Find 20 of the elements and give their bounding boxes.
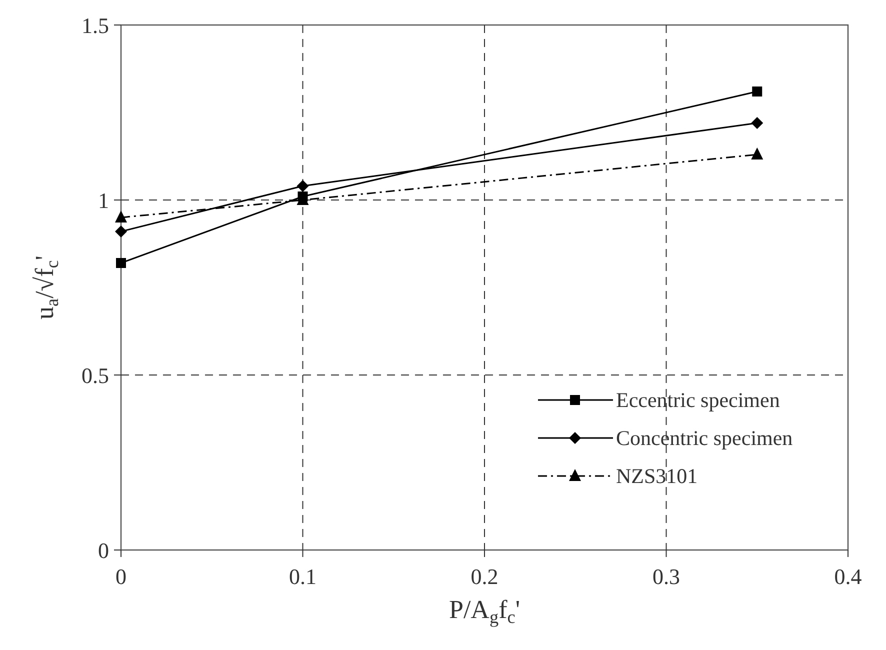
point (115, 210, 127, 222)
point (296, 180, 309, 192)
y-tick-label: 1 (98, 188, 109, 213)
y-tick-label: 0.5 (82, 363, 109, 388)
x-tick-label: 0 (116, 564, 126, 589)
x-tick-label: 0.1 (289, 564, 316, 589)
x-tick-label: 0.3 (652, 564, 680, 589)
point (751, 117, 764, 129)
x-tick-label: 0.4 (834, 564, 862, 589)
x-axis-title: P/A$_{g}$f$_{c}$' (449, 595, 520, 628)
x-tick-label: 0.2 (470, 564, 498, 589)
point (115, 226, 127, 238)
point (751, 148, 764, 160)
legend-label: NZS3101 (616, 464, 698, 488)
legend-label: Eccentric specimen (616, 388, 780, 412)
y-tick-label: 1.5 (82, 13, 109, 38)
point (116, 258, 126, 268)
point (752, 86, 762, 96)
y-tick-label: 0 (98, 538, 109, 563)
legend-label: Concentric specimen (616, 426, 794, 450)
